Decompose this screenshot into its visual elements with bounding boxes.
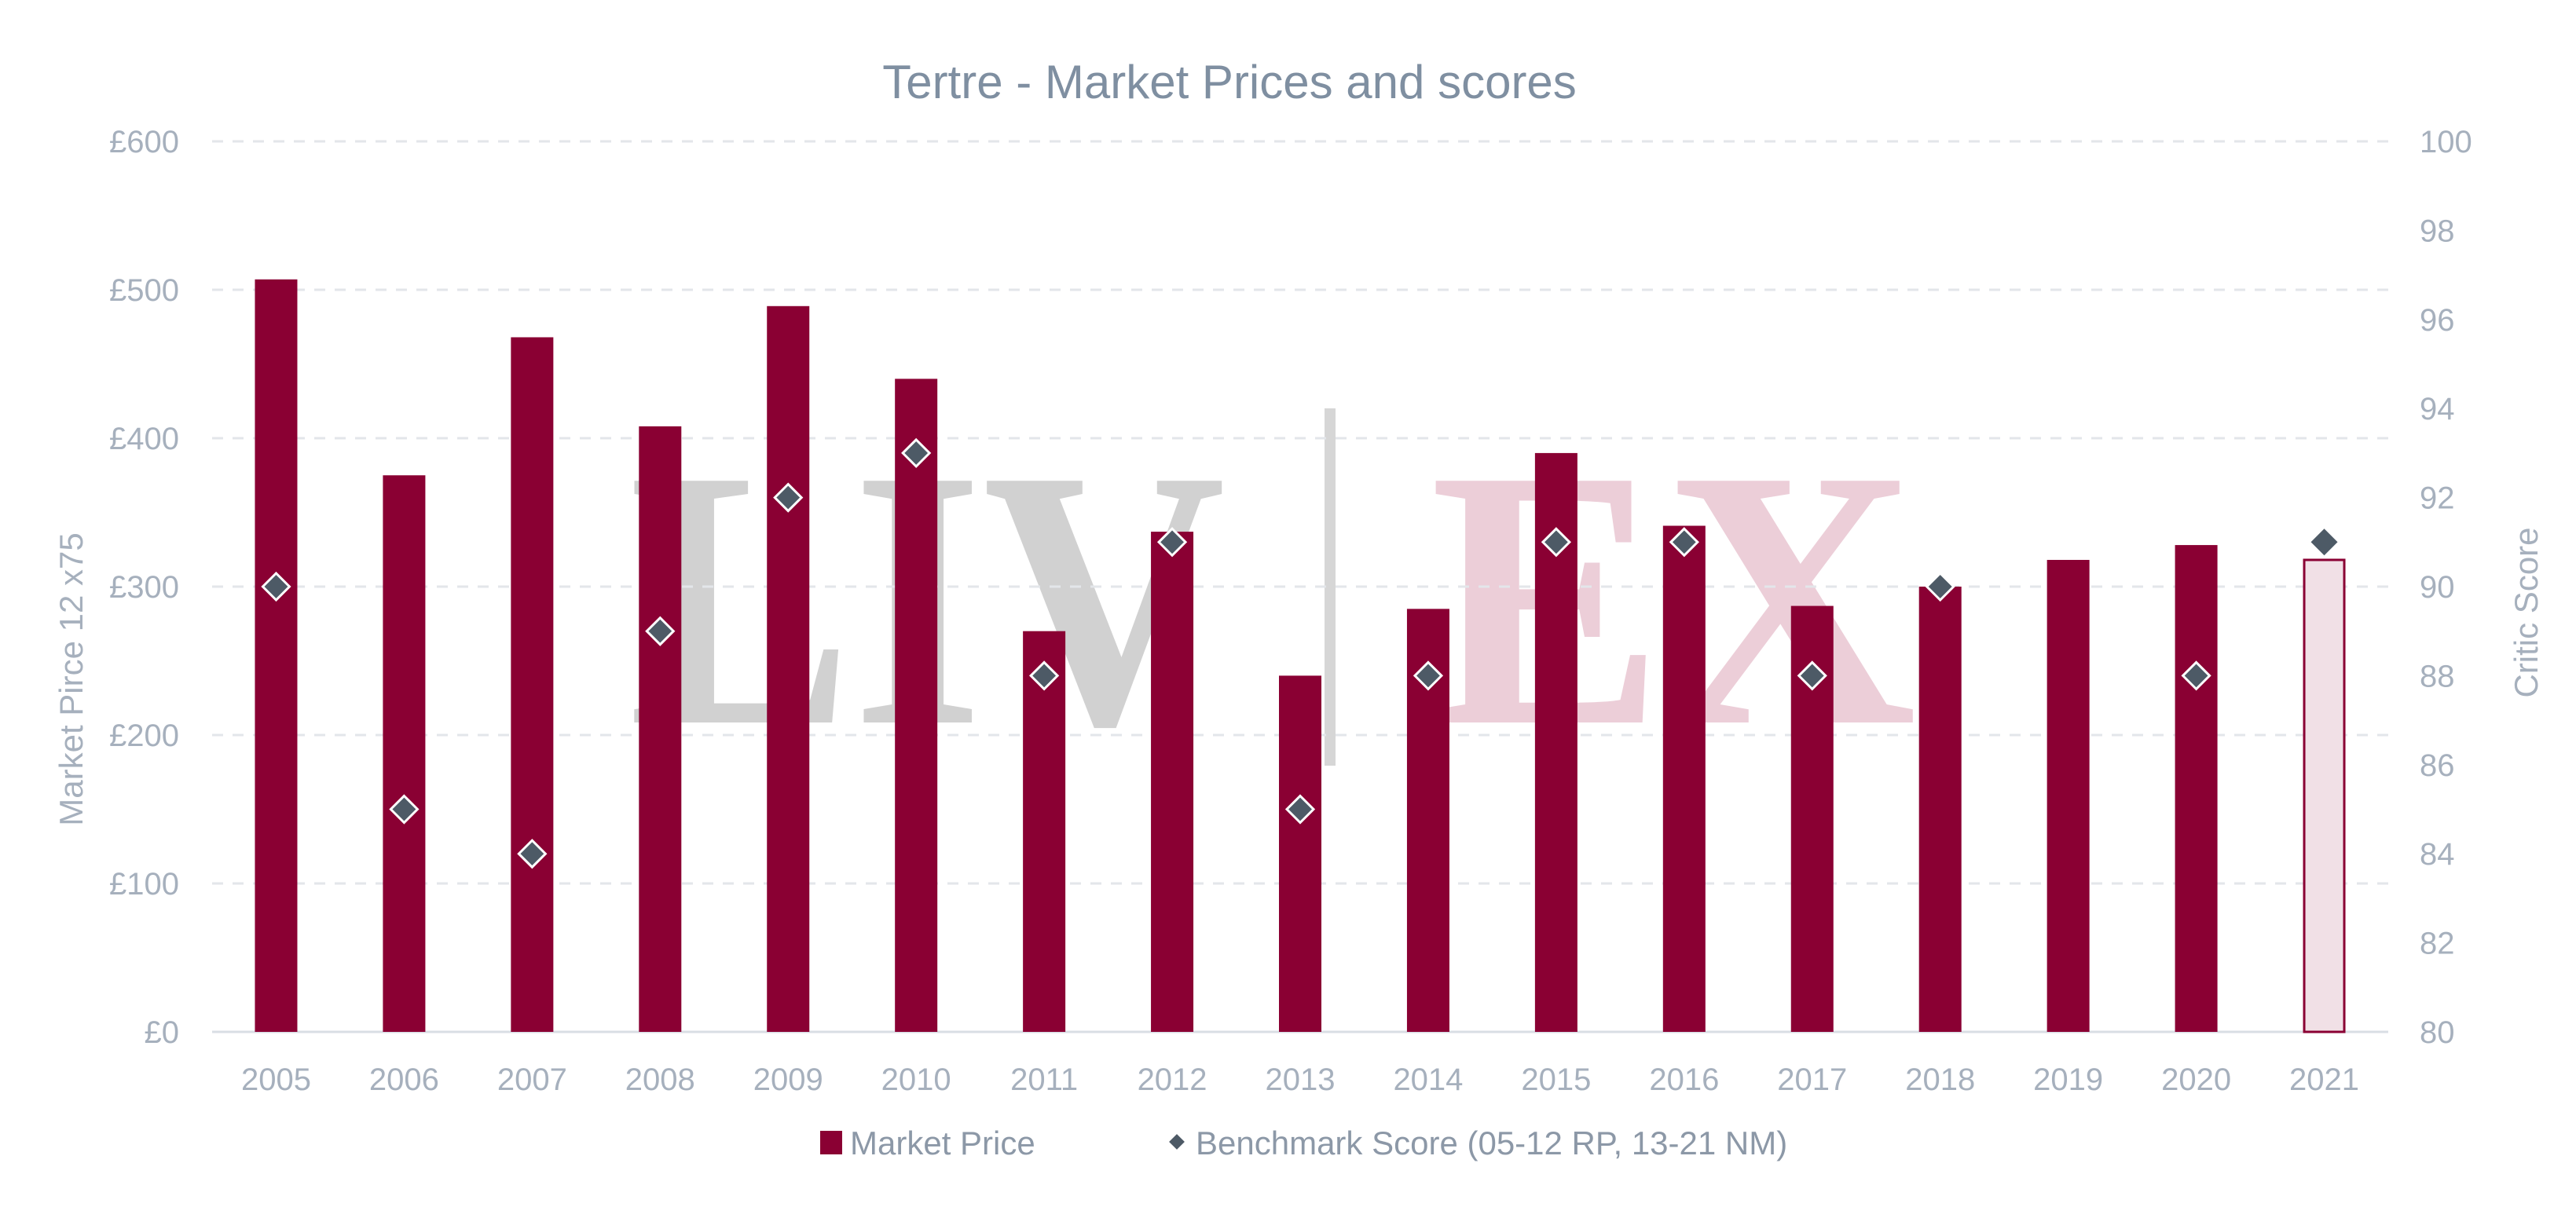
bar [1662, 525, 1706, 1032]
x-tick-label: 2021 [2289, 1063, 2359, 1097]
score-point [1541, 527, 1572, 558]
score-point [1797, 660, 1827, 691]
score-point [1028, 660, 1060, 691]
bar [511, 337, 554, 1033]
y-tick-label: £400 [109, 422, 179, 456]
x-tick-label: 2012 [1138, 1063, 1207, 1097]
x-tick-label: 2019 [2033, 1063, 2103, 1097]
bar [2303, 558, 2346, 1033]
y-axis-left: £0 £100 £200 £300 £400 £500 £600 [109, 125, 179, 1050]
chart-title: Tertre - Market Prices and scores [882, 56, 1577, 108]
y2-tick-label: 84 [2420, 837, 2455, 872]
y2-tick-label: 98 [2420, 214, 2455, 248]
score-series [261, 437, 2338, 869]
x-tick-label: 2007 [497, 1063, 567, 1097]
bar [2047, 559, 2090, 1032]
y-tick-label: £200 [109, 719, 179, 753]
y-tick-label: £300 [109, 570, 179, 605]
x-tick-label: 2005 [241, 1063, 311, 1097]
score-point [389, 794, 420, 825]
bar [639, 426, 682, 1032]
bar [2175, 545, 2218, 1032]
y2-axis-title: Critic Score [2508, 527, 2545, 697]
score-point [1413, 660, 1444, 691]
y2-tick-label: 86 [2420, 748, 2455, 783]
y2-tick-label: 94 [2420, 392, 2455, 426]
score-point [1156, 527, 1188, 558]
x-tick-label: 2020 [2161, 1063, 2231, 1097]
y-axis-title: Market Pirce 12 x75 [53, 532, 90, 826]
legend: Market Price Benchmark Score (05-12 RP, … [820, 1125, 1787, 1161]
x-tick-label: 2008 [625, 1063, 695, 1097]
x-axis: 2005 2006 2007 2008 2009 2010 2011 2012 2013 2014… [241, 1063, 2359, 1097]
x-tick-label: 2018 [1905, 1063, 1975, 1097]
y2-tick-label: 92 [2420, 481, 2455, 516]
y2-tick-label: 80 [2420, 1015, 2455, 1050]
bar [1151, 532, 1194, 1032]
legend-swatch-benchmark-score [1169, 1134, 1185, 1150]
y-tick-label: £500 [109, 273, 179, 308]
bar [383, 475, 426, 1032]
watermark: LIV EX [628, 393, 1917, 803]
score-point [773, 482, 804, 513]
legend-label-market-price: Market Price [850, 1125, 1035, 1161]
bar [1918, 587, 1962, 1032]
y-tick-label: £100 [109, 867, 179, 902]
x-tick-label: 2006 [369, 1063, 439, 1097]
score-point [261, 571, 291, 602]
y2-tick-label: 90 [2420, 570, 2455, 605]
score-point [1925, 571, 1955, 602]
y2-tick-label: 88 [2420, 659, 2455, 693]
watermark-divider [1325, 408, 1336, 766]
bar [767, 305, 810, 1032]
score-point [901, 437, 932, 469]
score-point [645, 616, 676, 646]
x-tick-label: 2010 [881, 1063, 951, 1097]
bar [895, 379, 938, 1032]
bar [255, 279, 298, 1032]
legend-swatch-market-price [820, 1131, 842, 1154]
y-tick-label: £600 [109, 125, 179, 159]
bar-series [255, 279, 2346, 1033]
bar [1023, 631, 1066, 1032]
legend-label-benchmark-score: Benchmark Score (05-12 RP, 13-21 NM) [1196, 1125, 1787, 1161]
y2-tick-label: 82 [2420, 927, 2455, 961]
y-axis-right: 80 82 84 86 88 90 92 94 96 98 100 [2420, 125, 2472, 1050]
x-tick-label: 2009 [753, 1063, 823, 1097]
y2-tick-label: 96 [2420, 303, 2455, 338]
y2-tick-label: 100 [2420, 125, 2472, 159]
x-tick-label: 2014 [1393, 1063, 1463, 1097]
score-point [2181, 660, 2211, 691]
x-tick-label: 2016 [1649, 1063, 1719, 1097]
y-tick-label: £0 [145, 1015, 180, 1050]
score-point [517, 839, 548, 869]
score-point [1669, 527, 1699, 558]
x-tick-label: 2013 [1266, 1063, 1336, 1097]
bar [1279, 675, 1321, 1032]
x-tick-label: 2011 [1010, 1063, 1078, 1097]
score-point [1284, 794, 1316, 825]
x-tick-label: 2017 [1777, 1063, 1847, 1097]
score-point [2310, 529, 2338, 556]
x-tick-label: 2015 [1521, 1063, 1591, 1097]
